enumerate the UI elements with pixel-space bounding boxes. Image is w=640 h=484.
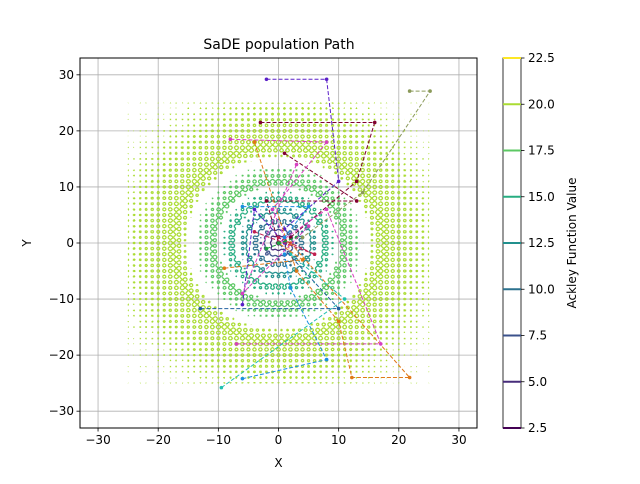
- population-paths: [198, 77, 432, 390]
- population-path-point: [306, 204, 311, 209]
- population-path-point: [282, 235, 287, 240]
- population-path-point: [240, 204, 245, 209]
- population-path-point: [350, 375, 354, 380]
- population-path-point: [258, 120, 263, 125]
- colorbar-tick-label: 22.5: [528, 51, 555, 65]
- population-path-point: [428, 89, 432, 93]
- x-tick-label: −30: [85, 433, 110, 447]
- population-path-point: [264, 77, 269, 82]
- population-path-point: [336, 179, 341, 184]
- colorbar-tick-label: 7.5: [528, 329, 547, 343]
- colorbar-tick-label: 12.5: [528, 236, 555, 250]
- population-path-point: [312, 252, 317, 257]
- population-path-point: [324, 140, 329, 144]
- x-tick-label: −10: [206, 433, 231, 447]
- population-path-point: [294, 269, 299, 273]
- population-path-point: [282, 151, 287, 156]
- colorbar-tick-label: 15.0: [528, 190, 555, 204]
- population-path-line: [230, 138, 328, 238]
- y-tick-label: 20: [59, 124, 74, 138]
- population-path-point: [240, 291, 245, 296]
- population-path-point: [252, 207, 257, 212]
- y-tick-label: −20: [49, 348, 74, 362]
- population-path-point: [276, 241, 281, 245]
- population-path-line: [236, 208, 382, 345]
- colorbar-label: Ackley Function Value: [565, 178, 579, 309]
- population-path-point: [264, 246, 269, 251]
- population-path-point: [354, 199, 359, 203]
- population-path-point: [336, 306, 341, 311]
- population-path-point: [324, 207, 329, 212]
- x-tick-label: −20: [146, 433, 171, 447]
- y-tick-label: 30: [59, 68, 74, 82]
- population-path-point: [240, 302, 245, 307]
- population-path-point: [264, 199, 269, 203]
- population-path-line: [254, 231, 315, 255]
- colorbar-tick-label: 2.5: [528, 421, 547, 435]
- population-path-point: [300, 235, 305, 240]
- population-path-point: [288, 286, 293, 290]
- y-tick-label: 0: [66, 236, 74, 250]
- population-path-point: [252, 140, 257, 144]
- population-path-line: [266, 78, 340, 230]
- population-path-line: [302, 90, 432, 238]
- population-path-point: [306, 224, 311, 228]
- population-path-point: [360, 190, 365, 195]
- contour-level-line: [127, 102, 430, 384]
- population-path-line: [260, 122, 376, 238]
- population-path-point: [228, 137, 233, 142]
- y-axis-label: Y: [20, 239, 34, 248]
- population-path-point: [282, 227, 287, 231]
- colorbar-tick-label: 17.5: [528, 144, 555, 158]
- population-path-point: [342, 297, 347, 301]
- population-path-point: [336, 319, 341, 324]
- population-path-point: [324, 77, 329, 82]
- population-path-point: [378, 342, 383, 346]
- y-tick-label: 10: [59, 180, 74, 194]
- population-path-point: [294, 162, 299, 167]
- population-path-point: [276, 235, 281, 240]
- population-path-point: [222, 266, 227, 271]
- population-path-point: [407, 375, 412, 380]
- colorbar-tick-label: 5.0: [528, 375, 547, 389]
- y-tick-label: −10: [49, 292, 74, 306]
- population-path-point: [324, 357, 329, 362]
- population-path-point: [219, 385, 224, 390]
- x-tick-label: 10: [331, 433, 346, 447]
- colorbar-tick-label: 10.0: [528, 282, 555, 296]
- x-tick-label: 30: [451, 433, 466, 447]
- population-path-point: [252, 229, 257, 234]
- y-axis-ticks: −30 −20 −10 0 10 20 30: [49, 68, 80, 418]
- population-path-point: [354, 179, 359, 184]
- population-path-point: [300, 258, 305, 262]
- y-tick-label: −30: [49, 404, 74, 418]
- population-path-point: [282, 252, 287, 257]
- chart-title: SaDE population Path: [203, 37, 354, 53]
- x-axis-ticks: −30 −20 −10 0 10 20 30: [85, 428, 467, 447]
- x-axis-label: X: [274, 456, 282, 470]
- population-path-point: [240, 376, 245, 381]
- x-tick-label: 20: [391, 433, 406, 447]
- population-path-line: [253, 141, 411, 378]
- population-path-point: [372, 120, 377, 125]
- population-path-point: [288, 235, 293, 240]
- population-path-point: [407, 89, 412, 93]
- colorbar: 2.5 5.0 7.5 10.0 12.5 15.0 17.5 20.0 22.5: [502, 51, 555, 435]
- population-path-point: [234, 342, 239, 346]
- population-path-line: [242, 254, 328, 380]
- population-path-point: [270, 207, 275, 212]
- x-tick-label: 0: [275, 433, 283, 447]
- colorbar-tick-label: 20.0: [528, 97, 555, 111]
- population-path-point: [198, 306, 203, 311]
- population-path-point: [294, 235, 299, 240]
